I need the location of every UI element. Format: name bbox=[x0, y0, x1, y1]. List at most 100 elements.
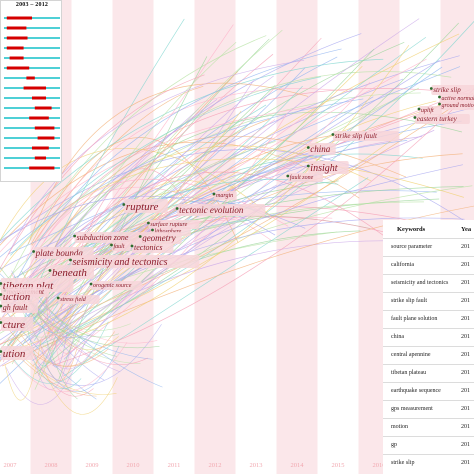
keyword-label-bg bbox=[74, 232, 141, 243]
table-row: strike slip fault 201 bbox=[383, 292, 474, 311]
co-occurrence-link bbox=[21, 300, 141, 364]
co-occurrence-link bbox=[25, 119, 276, 360]
keyword-dot bbox=[130, 244, 134, 248]
table-row: seismicity and tectonics 201 bbox=[383, 274, 474, 293]
keyword-cell: california bbox=[391, 262, 414, 268]
keyword-label: ground motion bbox=[442, 103, 474, 109]
keyword-dot bbox=[413, 116, 417, 119]
keyword-dot bbox=[306, 146, 310, 149]
table-row: central apennine 201 bbox=[383, 346, 474, 365]
co-occurrence-link bbox=[28, 82, 309, 244]
keyword-label: seismicity and tectonics bbox=[73, 257, 168, 268]
keyword-label-bg bbox=[123, 199, 168, 213]
co-occurrence-link bbox=[31, 326, 92, 370]
keyword-label: china bbox=[310, 144, 330, 154]
keyword-label: uplift bbox=[421, 107, 434, 114]
keyword-label: eastern turkey bbox=[417, 115, 458, 123]
co-occurrence-link bbox=[0, 217, 465, 361]
keyword-node: china bbox=[306, 143, 336, 155]
keyword-label-bg bbox=[50, 265, 95, 279]
co-occurrence-link bbox=[18, 304, 160, 349]
keyword-dot bbox=[151, 228, 154, 232]
co-occurrence-link bbox=[46, 329, 68, 368]
keyword-node: eastern turkey bbox=[413, 114, 470, 124]
keyword-dot bbox=[73, 234, 76, 238]
keyword-dot bbox=[0, 304, 3, 308]
keyword-label-bg bbox=[132, 242, 174, 253]
table-row: earthquake sequence 201 bbox=[383, 382, 474, 401]
keyword-cell: fault plane solution bbox=[391, 316, 438, 322]
year-cell: 201 bbox=[461, 388, 470, 394]
keyword-dot bbox=[48, 269, 52, 272]
keyword-label: cture bbox=[3, 319, 25, 331]
co-occurrence-link bbox=[32, 33, 460, 325]
keyword-node: ground motion bbox=[438, 101, 474, 110]
co-occurrence-link bbox=[45, 284, 53, 341]
keyword-label-bg bbox=[91, 281, 142, 290]
keyword-dot bbox=[0, 282, 3, 285]
keyword-label-bg bbox=[439, 94, 474, 103]
table-row: california 201 bbox=[383, 256, 474, 275]
keyword-label-bg bbox=[111, 242, 132, 251]
keyword-node: strike slip fault bbox=[331, 131, 399, 141]
keyword-label: surface rupture bbox=[150, 221, 187, 228]
co-occurrence-link bbox=[2, 205, 474, 367]
keyword-label-bg bbox=[308, 161, 349, 174]
keyword-node: fault bbox=[110, 242, 132, 251]
co-occurrence-link bbox=[46, 110, 242, 335]
keyword-label: tectonics bbox=[134, 243, 162, 252]
co-occurrence-link bbox=[7, 59, 305, 256]
keyword-label-bg bbox=[419, 106, 442, 115]
keyword-cell: central apennine bbox=[391, 352, 431, 358]
year-cell: 201 bbox=[461, 244, 470, 250]
keyword-label: geometry bbox=[142, 233, 176, 243]
keyword-node: rupture bbox=[122, 199, 168, 213]
co-occurrence-link bbox=[18, 145, 372, 286]
keyword-node: gh fault bbox=[0, 302, 39, 313]
co-occurrence-link bbox=[0, 158, 464, 273]
co-occurrence-link bbox=[44, 283, 69, 388]
co-occurrence-link bbox=[53, 135, 407, 251]
keyword-label: margin bbox=[216, 193, 233, 199]
keyword-cell: tibetan plateau bbox=[391, 370, 427, 376]
keyword-cell: gp bbox=[391, 442, 397, 448]
keyword-node: seismicity and tectonics bbox=[69, 255, 200, 268]
keyword-node: active normal fault bbox=[438, 94, 474, 103]
keyword-label-bg bbox=[0, 346, 34, 360]
co-occurrence-link bbox=[18, 331, 115, 367]
keyword-label-bg bbox=[140, 232, 182, 244]
keyword-node: cture bbox=[0, 317, 34, 331]
keyword-cell: strike slip fault bbox=[391, 298, 427, 304]
keyword-node: uplift bbox=[417, 106, 442, 115]
keyword-node: insight bbox=[306, 161, 349, 174]
keyword-label: ution bbox=[3, 348, 26, 360]
keyword-label: fault zone bbox=[290, 174, 314, 181]
year-cell: 201 bbox=[461, 298, 470, 304]
keyword-dot bbox=[0, 321, 3, 324]
co-occurrence-link bbox=[0, 66, 443, 359]
year-tick-label: 2014 bbox=[291, 462, 305, 469]
co-occurrence-link bbox=[49, 82, 371, 352]
co-occurrence-link bbox=[39, 88, 469, 242]
co-occurrence-link bbox=[43, 369, 118, 415]
keyword-node: margin bbox=[212, 191, 237, 200]
keyword-node: surface rupture bbox=[147, 220, 200, 229]
table-row: strike slip 201 bbox=[383, 454, 474, 473]
co-occurrence-link bbox=[0, 240, 436, 367]
keyword-node: geometry bbox=[138, 232, 182, 244]
co-occurrence-link bbox=[50, 42, 237, 266]
col-header-keywords: Keywords bbox=[397, 226, 426, 233]
keyword-dot bbox=[89, 282, 93, 286]
keyword-dot bbox=[331, 133, 335, 136]
keywords-year-table: Keywords Yea source parameter 201 californ… bbox=[383, 220, 474, 474]
year-cell: 201 bbox=[461, 460, 470, 466]
col-header-year: Yea bbox=[461, 226, 472, 233]
keyword-cell: gps measurement bbox=[391, 406, 433, 412]
co-occurrence-link bbox=[39, 342, 77, 382]
keyword-label: beneath bbox=[52, 267, 87, 279]
year-cell: 201 bbox=[461, 406, 470, 412]
keyword-label: active normal fault bbox=[442, 95, 474, 102]
